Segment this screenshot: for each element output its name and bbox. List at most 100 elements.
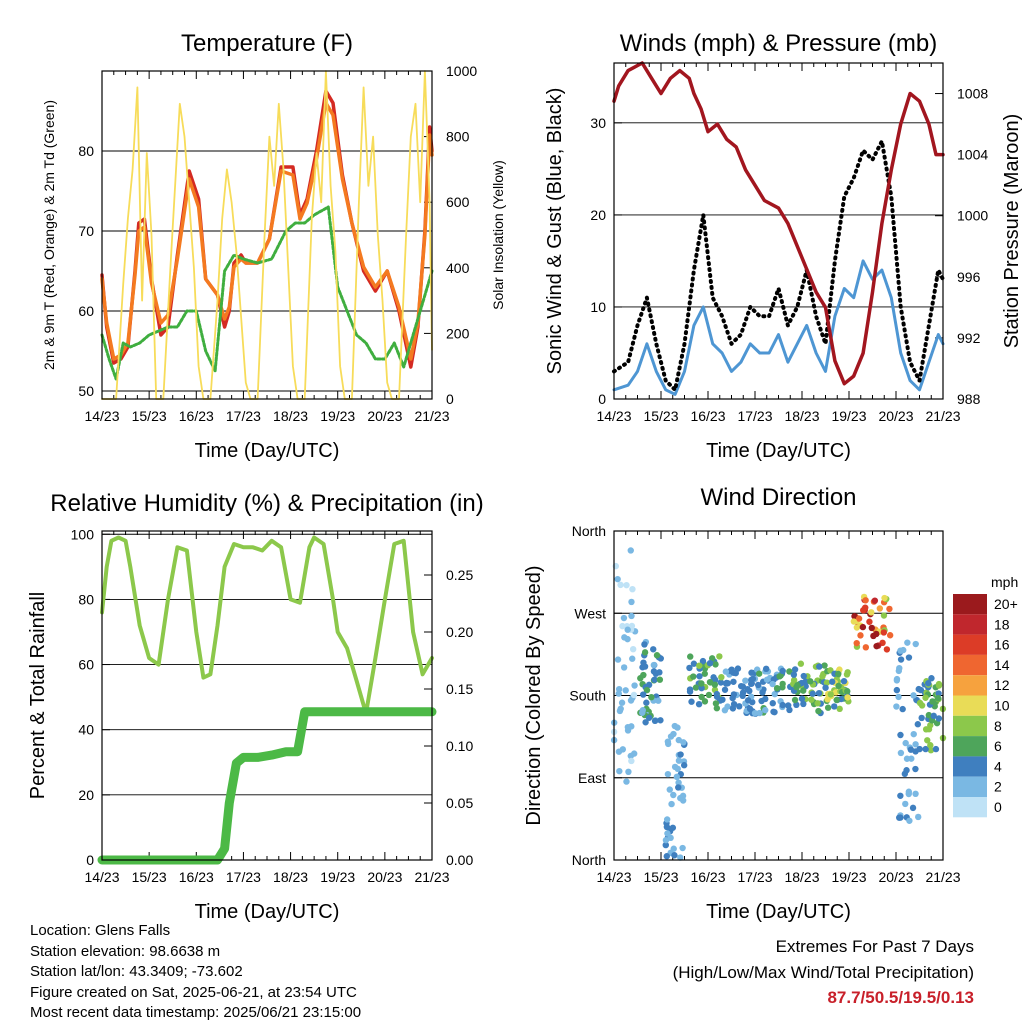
direction-point [640,659,647,666]
direction-point [906,817,913,824]
direction-point [675,784,682,791]
direction-point [723,679,730,687]
y-tick-label: 30 [590,115,606,131]
direction-point [840,677,848,685]
direction-point [814,700,821,707]
direction-point [688,698,695,705]
direction-point [895,667,903,675]
direction-point [800,687,807,694]
direction-point [897,792,904,799]
direction-point [664,830,671,837]
direction-point [651,717,659,725]
direction-point [881,594,888,602]
direction-point [701,670,708,677]
x-tick-label: 20/23 [878,408,913,424]
direction-point [762,665,770,673]
x-tick-label: 14/23 [596,408,631,424]
y-tick-label: 40 [78,722,94,738]
direction-point [815,707,822,715]
direction-point [844,669,851,676]
direction-point [791,666,799,673]
direction-point [730,678,737,685]
direction-point [912,765,919,773]
legend-label: 20+ [994,596,1018,612]
legend-swatch [953,654,987,676]
x-tick-label: 21/23 [925,869,960,885]
direction-point [728,666,735,673]
direction-point [793,701,800,709]
direction-point [798,695,806,702]
direction-point [656,676,664,683]
direction-point [746,705,754,713]
direction-point [627,547,634,554]
direction-point [653,652,661,659]
direction-point [624,727,632,734]
direction-point [629,645,637,653]
y2-tick-label: 0.25 [446,567,473,583]
direction-point [897,656,905,663]
station-latlon: Station lat/lon: 43.3409; -73.602 [30,963,243,980]
station-info: Location: Glens Falls Station elevation:… [30,921,361,1024]
direction-point [655,697,662,704]
direction-point [809,690,816,697]
direction-point [679,844,686,852]
x-tick-label: 18/23 [273,869,308,885]
direction-point [631,682,638,689]
x-tick-label: 18/23 [784,408,819,424]
extremes-title: Extremes For Past 7 Days [775,937,974,956]
legend-label: 0 [994,799,1002,815]
x-tick-label: 15/23 [643,408,678,424]
direction-point [662,841,669,849]
legend-label: 4 [994,758,1002,774]
x-tick-label: 19/23 [831,408,866,424]
extremes-panel: Extremes For Past 7 Days (High/Low/Max W… [673,934,974,1011]
y-tick-label: South [569,688,606,704]
direction-point [657,717,664,724]
direction-point [734,665,742,672]
direction-point [915,813,922,821]
direction-point [619,746,627,753]
x-tick-label: 21/23 [925,408,960,424]
direction-point [705,691,713,699]
direction-point [927,742,934,749]
direction-point [893,675,901,683]
direction-point [835,670,842,678]
direction-point [673,773,681,781]
x-tick-label: 14/23 [596,869,631,885]
x-tick-label: 16/23 [690,869,725,885]
x-tick-label: 16/23 [179,408,214,424]
direction-point [696,673,703,680]
direction-point [833,696,840,704]
direction-point [880,612,888,619]
legend-label: 10 [994,698,1010,714]
y-tick-label: 70 [78,223,94,239]
y-tick-label: West [574,605,606,621]
chart-title: Temperature (F) [181,30,353,57]
direction-point [713,693,721,700]
direction-point [706,678,714,686]
direction-point [763,676,771,683]
direction-point [935,695,942,702]
direction-point [624,626,631,633]
direction-point [680,739,687,746]
direction-point [916,745,923,753]
direction-point [779,667,786,675]
direction-point [904,639,911,646]
direction-point [868,609,875,616]
direction-point [730,700,738,708]
direction-point [816,663,823,670]
y2-axis-label: Station Pressure (Maroon) [1001,114,1023,349]
direction-point [794,682,801,689]
y-tick-label: East [578,770,606,786]
direction-point [902,739,909,747]
y2-tick-label: 600 [446,194,470,210]
direction-point [902,800,909,808]
direction-point [642,719,649,726]
direction-point [762,695,769,703]
y2-tick-label: 1008 [957,86,988,102]
chart-title: Relative Humidity (%) & Precipitation (i… [50,490,483,517]
direction-point [686,664,693,672]
direction-point [822,684,829,691]
station-elevation: Station elevation: 98.6638 m [30,942,221,960]
